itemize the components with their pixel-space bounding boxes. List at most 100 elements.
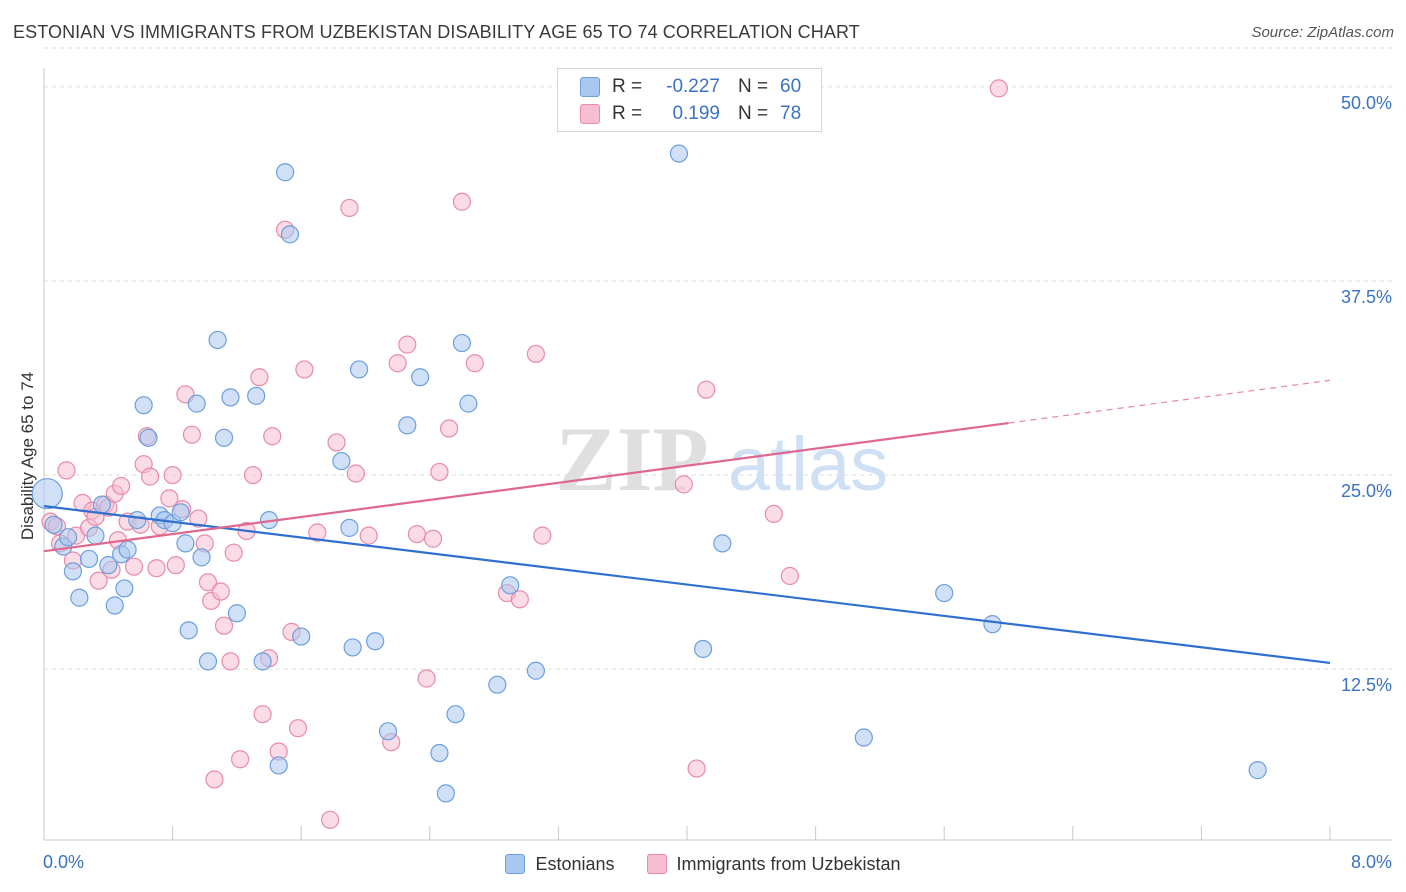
legend-swatch-blue (505, 854, 526, 874)
legend-row-estonians: R = -0.227 N = 60 (580, 75, 801, 99)
legend-swatch-pink (646, 854, 667, 874)
legend-r-value: 0.199 (672, 103, 720, 124)
data-point-estonians (86, 526, 105, 545)
data-point-estonians (92, 495, 111, 514)
data-point-uzbekistan (465, 354, 484, 373)
data-point-estonians (247, 386, 266, 405)
data-point-estonians (488, 675, 507, 694)
data-point-uzbekistan (250, 368, 269, 387)
data-point-uzbekistan (697, 380, 716, 399)
data-point-uzbekistan (430, 462, 449, 482)
legend-n-value: 78 (780, 103, 802, 124)
axes (43, 68, 1392, 841)
data-point-estonians (693, 639, 713, 659)
data-point-estonians (79, 549, 99, 569)
data-point-uzbekistan (160, 489, 179, 508)
data-point-uzbekistan (243, 465, 263, 485)
data-point-uzbekistan (214, 616, 234, 635)
legend-swatch-blue (580, 77, 600, 97)
data-point-estonians (118, 540, 137, 559)
legend-row-uzbekistan: R = 0.199 N = 78 (580, 102, 801, 126)
data-point-estonians (332, 451, 351, 471)
data-point-estonians (99, 556, 118, 575)
data-point-uzbekistan (189, 509, 208, 528)
data-point-uzbekistan (224, 543, 243, 562)
data-point-uzbekistan (388, 354, 407, 373)
data-point-estonians (192, 548, 211, 567)
data-point-estonians (378, 722, 398, 741)
data-point-uzbekistan (163, 465, 182, 485)
data-point-uzbekistan (780, 566, 799, 586)
y-tick-label: 12.5% (1341, 675, 1392, 695)
data-point-estonians (70, 588, 89, 607)
y-tick-label: 25.0% (1341, 481, 1392, 501)
series-legend: Estonians Immigrants from Uzbekistan (0, 852, 1406, 876)
data-point-uzbekistan (112, 476, 131, 496)
data-point-uzbekistan (221, 652, 240, 671)
data-point-uzbekistan (147, 559, 166, 578)
data-point-estonians (63, 562, 83, 581)
data-point-uzbekistan (398, 335, 417, 354)
data-point-uzbekistan (231, 750, 250, 769)
source-text: Source: ZipAtlas.com (1251, 24, 1394, 41)
data-point-uzbekistan (263, 427, 282, 446)
data-point-estonians (176, 534, 195, 553)
data-point-estonians (198, 652, 218, 671)
gridlines (44, 47, 1392, 670)
data-point-estonians (280, 225, 300, 244)
trend-line-uzbekistan (43, 421, 1009, 553)
data-point-uzbekistan (327, 433, 346, 452)
data-point-estonians (31, 478, 63, 510)
data-point-uzbekistan (764, 504, 783, 523)
data-point-estonians (343, 638, 362, 657)
data-point-uzbekistan (140, 467, 160, 486)
data-point-uzbekistan (417, 669, 436, 688)
trend-lines (43, 379, 1331, 665)
data-point-uzbekistan (288, 719, 308, 738)
data-point-uzbekistan (321, 810, 340, 829)
data-point-estonians (179, 621, 198, 640)
data-point-estonians (411, 368, 430, 387)
data-point-estonians (526, 661, 545, 680)
legend-item-uzbekistan[interactable]: Immigrants from Uzbekistan (646, 853, 901, 875)
data-point-uzbekistan (89, 571, 108, 590)
data-point-uzbekistan (359, 526, 378, 545)
y-tick-label: 50.0% (1341, 93, 1392, 113)
data-point-uzbekistan (124, 557, 144, 576)
legend-n-label: N = (738, 76, 769, 97)
data-point-estonians (983, 615, 1002, 634)
data-point-estonians (128, 510, 147, 530)
data-point-estonians (436, 784, 455, 803)
data-point-estonians (115, 579, 134, 598)
data-point-estonians (187, 394, 206, 413)
data-point-estonians (669, 144, 689, 163)
data-point-estonians (276, 163, 295, 182)
data-point-uzbekistan (674, 475, 693, 494)
data-point-estonians (430, 743, 449, 763)
data-point-uzbekistan (526, 344, 545, 364)
data-point-estonians (935, 583, 954, 603)
data-point-uzbekistan (182, 425, 201, 444)
legend-n-value: 60 (780, 76, 802, 97)
legend-label-estonians: Estonians (535, 853, 615, 874)
legend-r-label: R = (612, 103, 643, 124)
data-point-estonians (221, 388, 240, 407)
data-point-estonians (134, 396, 153, 415)
legend-label-uzbekistan: Immigrants from Uzbekistan (676, 853, 901, 874)
data-point-estonians (105, 596, 124, 615)
data-point-uzbekistan (340, 198, 359, 218)
legend-item-estonians[interactable]: Estonians (505, 853, 615, 875)
legend-n-label: N = (738, 103, 769, 124)
data-point-estonians (398, 416, 417, 435)
data-point-uzbekistan (166, 556, 185, 575)
data-point-uzbekistan (211, 582, 230, 601)
y-tick-label: 37.5% (1341, 287, 1392, 307)
data-point-uzbekistan (407, 524, 427, 544)
legend-r-label: R = (612, 76, 643, 97)
trend-line-estonians (43, 505, 1331, 665)
data-point-estonians (59, 528, 78, 547)
legend-r-value: -0.227 (666, 76, 720, 97)
data-point-uzbekistan (423, 529, 443, 548)
data-point-uzbekistan (989, 79, 1008, 98)
